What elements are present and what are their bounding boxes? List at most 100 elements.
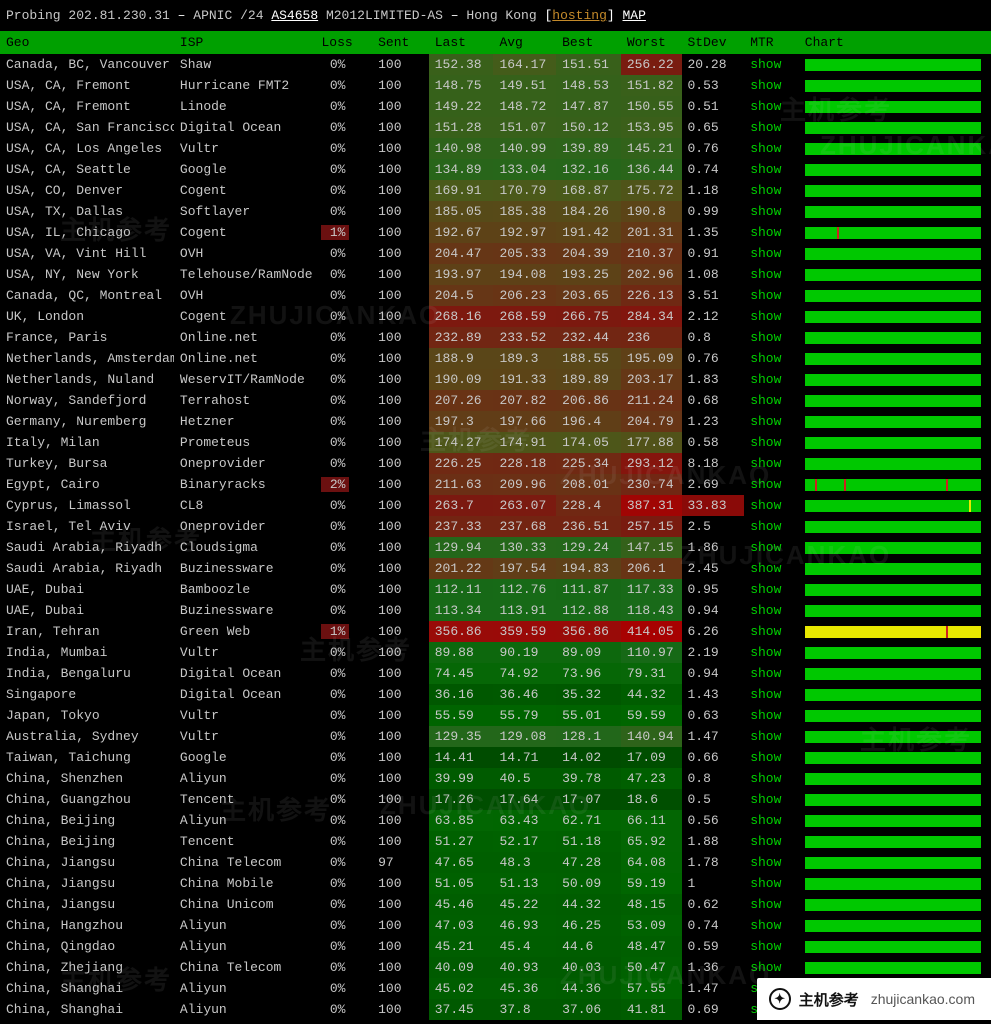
mtr-show-link[interactable]: show bbox=[750, 477, 781, 492]
col-isp[interactable]: ISP bbox=[174, 31, 316, 54]
chart-bar bbox=[805, 122, 981, 134]
col-mtr[interactable]: MTR bbox=[744, 31, 799, 54]
hosting-tag[interactable]: hosting bbox=[552, 8, 607, 23]
mtr-show-link[interactable]: show bbox=[750, 624, 781, 639]
mtr-show-link[interactable]: show bbox=[750, 498, 781, 513]
asn-link[interactable]: AS4658 bbox=[271, 8, 318, 23]
mtr-show-link[interactable]: show bbox=[750, 288, 781, 303]
cell-mtr: show bbox=[744, 789, 799, 810]
cell-avg: 191.33 bbox=[493, 369, 556, 390]
mtr-show-link[interactable]: show bbox=[750, 687, 781, 702]
mtr-show-link[interactable]: show bbox=[750, 435, 781, 450]
cell-last: 47.03 bbox=[429, 915, 494, 936]
cell-geo: China, Shanghai bbox=[0, 978, 174, 999]
cell-last: 211.63 bbox=[429, 474, 494, 495]
mtr-show-link[interactable]: show bbox=[750, 876, 781, 891]
mtr-show-link[interactable]: show bbox=[750, 330, 781, 345]
mtr-show-link[interactable]: show bbox=[750, 750, 781, 765]
table-row: USA, CA, San FranciscoDigital Ocean0%100… bbox=[0, 117, 991, 138]
cell-sent: 100 bbox=[372, 579, 429, 600]
mtr-show-link[interactable]: show bbox=[750, 540, 781, 555]
cell-best: 55.01 bbox=[556, 705, 621, 726]
mtr-show-link[interactable]: show bbox=[750, 246, 781, 261]
cell-avg: 130.33 bbox=[493, 537, 556, 558]
col-stdev[interactable]: StDev bbox=[682, 31, 745, 54]
cell-stdev: 20.28 bbox=[682, 54, 745, 75]
cell-isp: Vultr bbox=[174, 705, 316, 726]
cell-chart bbox=[799, 285, 991, 306]
mtr-show-link[interactable]: show bbox=[750, 519, 781, 534]
col-sent[interactable]: Sent bbox=[372, 31, 429, 54]
table-row: Germany, NurembergHetzner0%100197.3197.6… bbox=[0, 411, 991, 432]
cell-mtr: show bbox=[744, 579, 799, 600]
cell-chart bbox=[799, 369, 991, 390]
cell-stdev: 6.26 bbox=[682, 621, 745, 642]
cell-worst: 150.55 bbox=[621, 96, 682, 117]
mtr-show-link[interactable]: show bbox=[750, 603, 781, 618]
mtr-show-link[interactable]: show bbox=[750, 78, 781, 93]
mtr-show-link[interactable]: show bbox=[750, 204, 781, 219]
cell-last: 149.22 bbox=[429, 96, 494, 117]
cell-best: 189.89 bbox=[556, 369, 621, 390]
cell-mtr: show bbox=[744, 810, 799, 831]
mtr-show-link[interactable]: show bbox=[750, 792, 781, 807]
probing-header: Probing 202.81.230.31 – APNIC /24 AS4658… bbox=[0, 0, 991, 31]
cell-chart bbox=[799, 894, 991, 915]
mtr-show-link[interactable]: show bbox=[750, 267, 781, 282]
mtr-show-link[interactable]: show bbox=[750, 834, 781, 849]
chart-bar bbox=[805, 815, 981, 827]
chart-bar bbox=[805, 374, 981, 386]
mtr-show-link[interactable]: show bbox=[750, 855, 781, 870]
mtr-show-link[interactable]: show bbox=[750, 582, 781, 597]
mtr-show-link[interactable]: show bbox=[750, 351, 781, 366]
mtr-show-link[interactable]: show bbox=[750, 225, 781, 240]
mtr-show-link[interactable]: show bbox=[750, 771, 781, 786]
mtr-show-link[interactable]: show bbox=[750, 309, 781, 324]
mtr-show-link[interactable]: show bbox=[750, 666, 781, 681]
mtr-show-link[interactable]: show bbox=[750, 918, 781, 933]
mtr-show-link[interactable]: show bbox=[750, 141, 781, 156]
mtr-show-link[interactable]: show bbox=[750, 99, 781, 114]
cell-worst: 387.31 bbox=[621, 495, 682, 516]
mtr-show-link[interactable]: show bbox=[750, 897, 781, 912]
mtr-show-link[interactable]: show bbox=[750, 645, 781, 660]
cell-loss: 0% bbox=[315, 537, 372, 558]
cell-best: 44.36 bbox=[556, 978, 621, 999]
mtr-show-link[interactable]: show bbox=[750, 561, 781, 576]
mtr-show-link[interactable]: show bbox=[750, 57, 781, 72]
cell-sent: 100 bbox=[372, 327, 429, 348]
mtr-show-link[interactable]: show bbox=[750, 708, 781, 723]
mtr-show-link[interactable]: show bbox=[750, 456, 781, 471]
col-worst[interactable]: Worst bbox=[621, 31, 682, 54]
col-best[interactable]: Best bbox=[556, 31, 621, 54]
table-row: China, BeijingTencent0%10051.2752.1751.1… bbox=[0, 831, 991, 852]
col-last[interactable]: Last bbox=[429, 31, 494, 54]
col-avg[interactable]: Avg bbox=[493, 31, 556, 54]
mtr-show-link[interactable]: show bbox=[750, 183, 781, 198]
mtr-show-link[interactable]: show bbox=[750, 729, 781, 744]
mtr-show-link[interactable]: show bbox=[750, 393, 781, 408]
map-link[interactable]: MAP bbox=[623, 8, 646, 23]
mtr-show-link[interactable]: show bbox=[750, 372, 781, 387]
cell-stdev: 1.23 bbox=[682, 411, 745, 432]
col-chart[interactable]: Chart bbox=[799, 31, 991, 54]
cell-chart bbox=[799, 810, 991, 831]
mtr-show-link[interactable]: show bbox=[750, 813, 781, 828]
cell-geo: Norway, Sandefjord bbox=[0, 390, 174, 411]
mtr-show-link[interactable]: show bbox=[750, 120, 781, 135]
col-loss[interactable]: Loss bbox=[315, 31, 372, 54]
cell-isp: Hetzner bbox=[174, 411, 316, 432]
cell-stdev: 2.12 bbox=[682, 306, 745, 327]
cell-best: 129.24 bbox=[556, 537, 621, 558]
mtr-show-link[interactable]: show bbox=[750, 162, 781, 177]
mtr-show-link[interactable]: show bbox=[750, 939, 781, 954]
cell-worst: 48.47 bbox=[621, 936, 682, 957]
col-geo[interactable]: Geo bbox=[0, 31, 174, 54]
chart-bar bbox=[805, 290, 981, 302]
mtr-show-link[interactable]: show bbox=[750, 960, 781, 975]
cell-chart bbox=[799, 180, 991, 201]
cell-best: 168.87 bbox=[556, 180, 621, 201]
mtr-show-link[interactable]: show bbox=[750, 414, 781, 429]
cell-avg: 45.36 bbox=[493, 978, 556, 999]
cell-last: 151.28 bbox=[429, 117, 494, 138]
